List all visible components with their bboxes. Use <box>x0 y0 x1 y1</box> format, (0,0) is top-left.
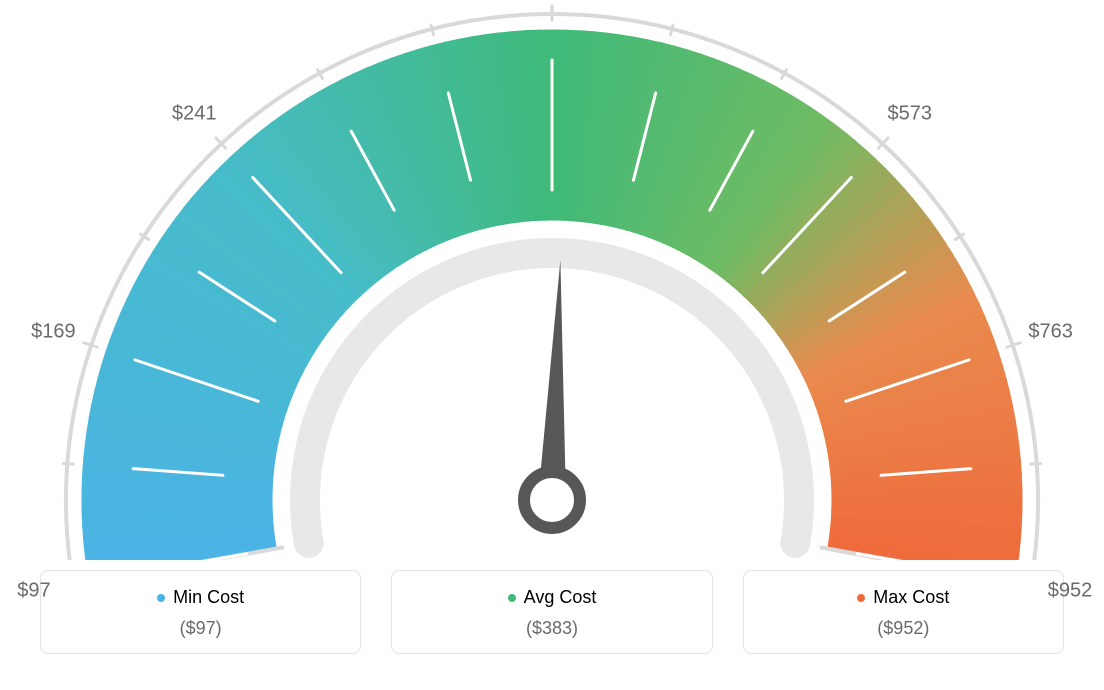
legend-row: Min Cost ($97) Avg Cost ($383) Max Cost … <box>0 570 1104 654</box>
legend-value-max: ($952) <box>744 618 1063 639</box>
legend-box-avg: Avg Cost ($383) <box>391 570 712 654</box>
gauge-tick-label: $241 <box>172 103 217 126</box>
legend-title-min: Min Cost <box>157 587 244 608</box>
legend-title-max: Max Cost <box>857 587 949 608</box>
gauge-svg <box>0 0 1104 560</box>
legend-value-avg: ($383) <box>392 618 711 639</box>
gauge-tick-label: $97 <box>17 580 50 603</box>
gauge-tick-label: $952 <box>1048 580 1093 603</box>
legend-label-max: Max Cost <box>873 587 949 608</box>
legend-dot-max <box>857 594 865 602</box>
legend-label-min: Min Cost <box>173 587 244 608</box>
legend-box-max: Max Cost ($952) <box>743 570 1064 654</box>
gauge-tick-label: $763 <box>1028 321 1073 344</box>
legend-title-avg: Avg Cost <box>508 587 597 608</box>
gauge-chart: $97$169$241$383$573$763$952 <box>0 0 1104 560</box>
legend-label-avg: Avg Cost <box>524 587 597 608</box>
legend-dot-avg <box>508 594 516 602</box>
legend-value-min: ($97) <box>41 618 360 639</box>
gauge-tick-label: $573 <box>888 103 933 126</box>
gauge-tick-label: $169 <box>31 321 76 344</box>
legend-dot-min <box>157 594 165 602</box>
legend-box-min: Min Cost ($97) <box>40 570 361 654</box>
